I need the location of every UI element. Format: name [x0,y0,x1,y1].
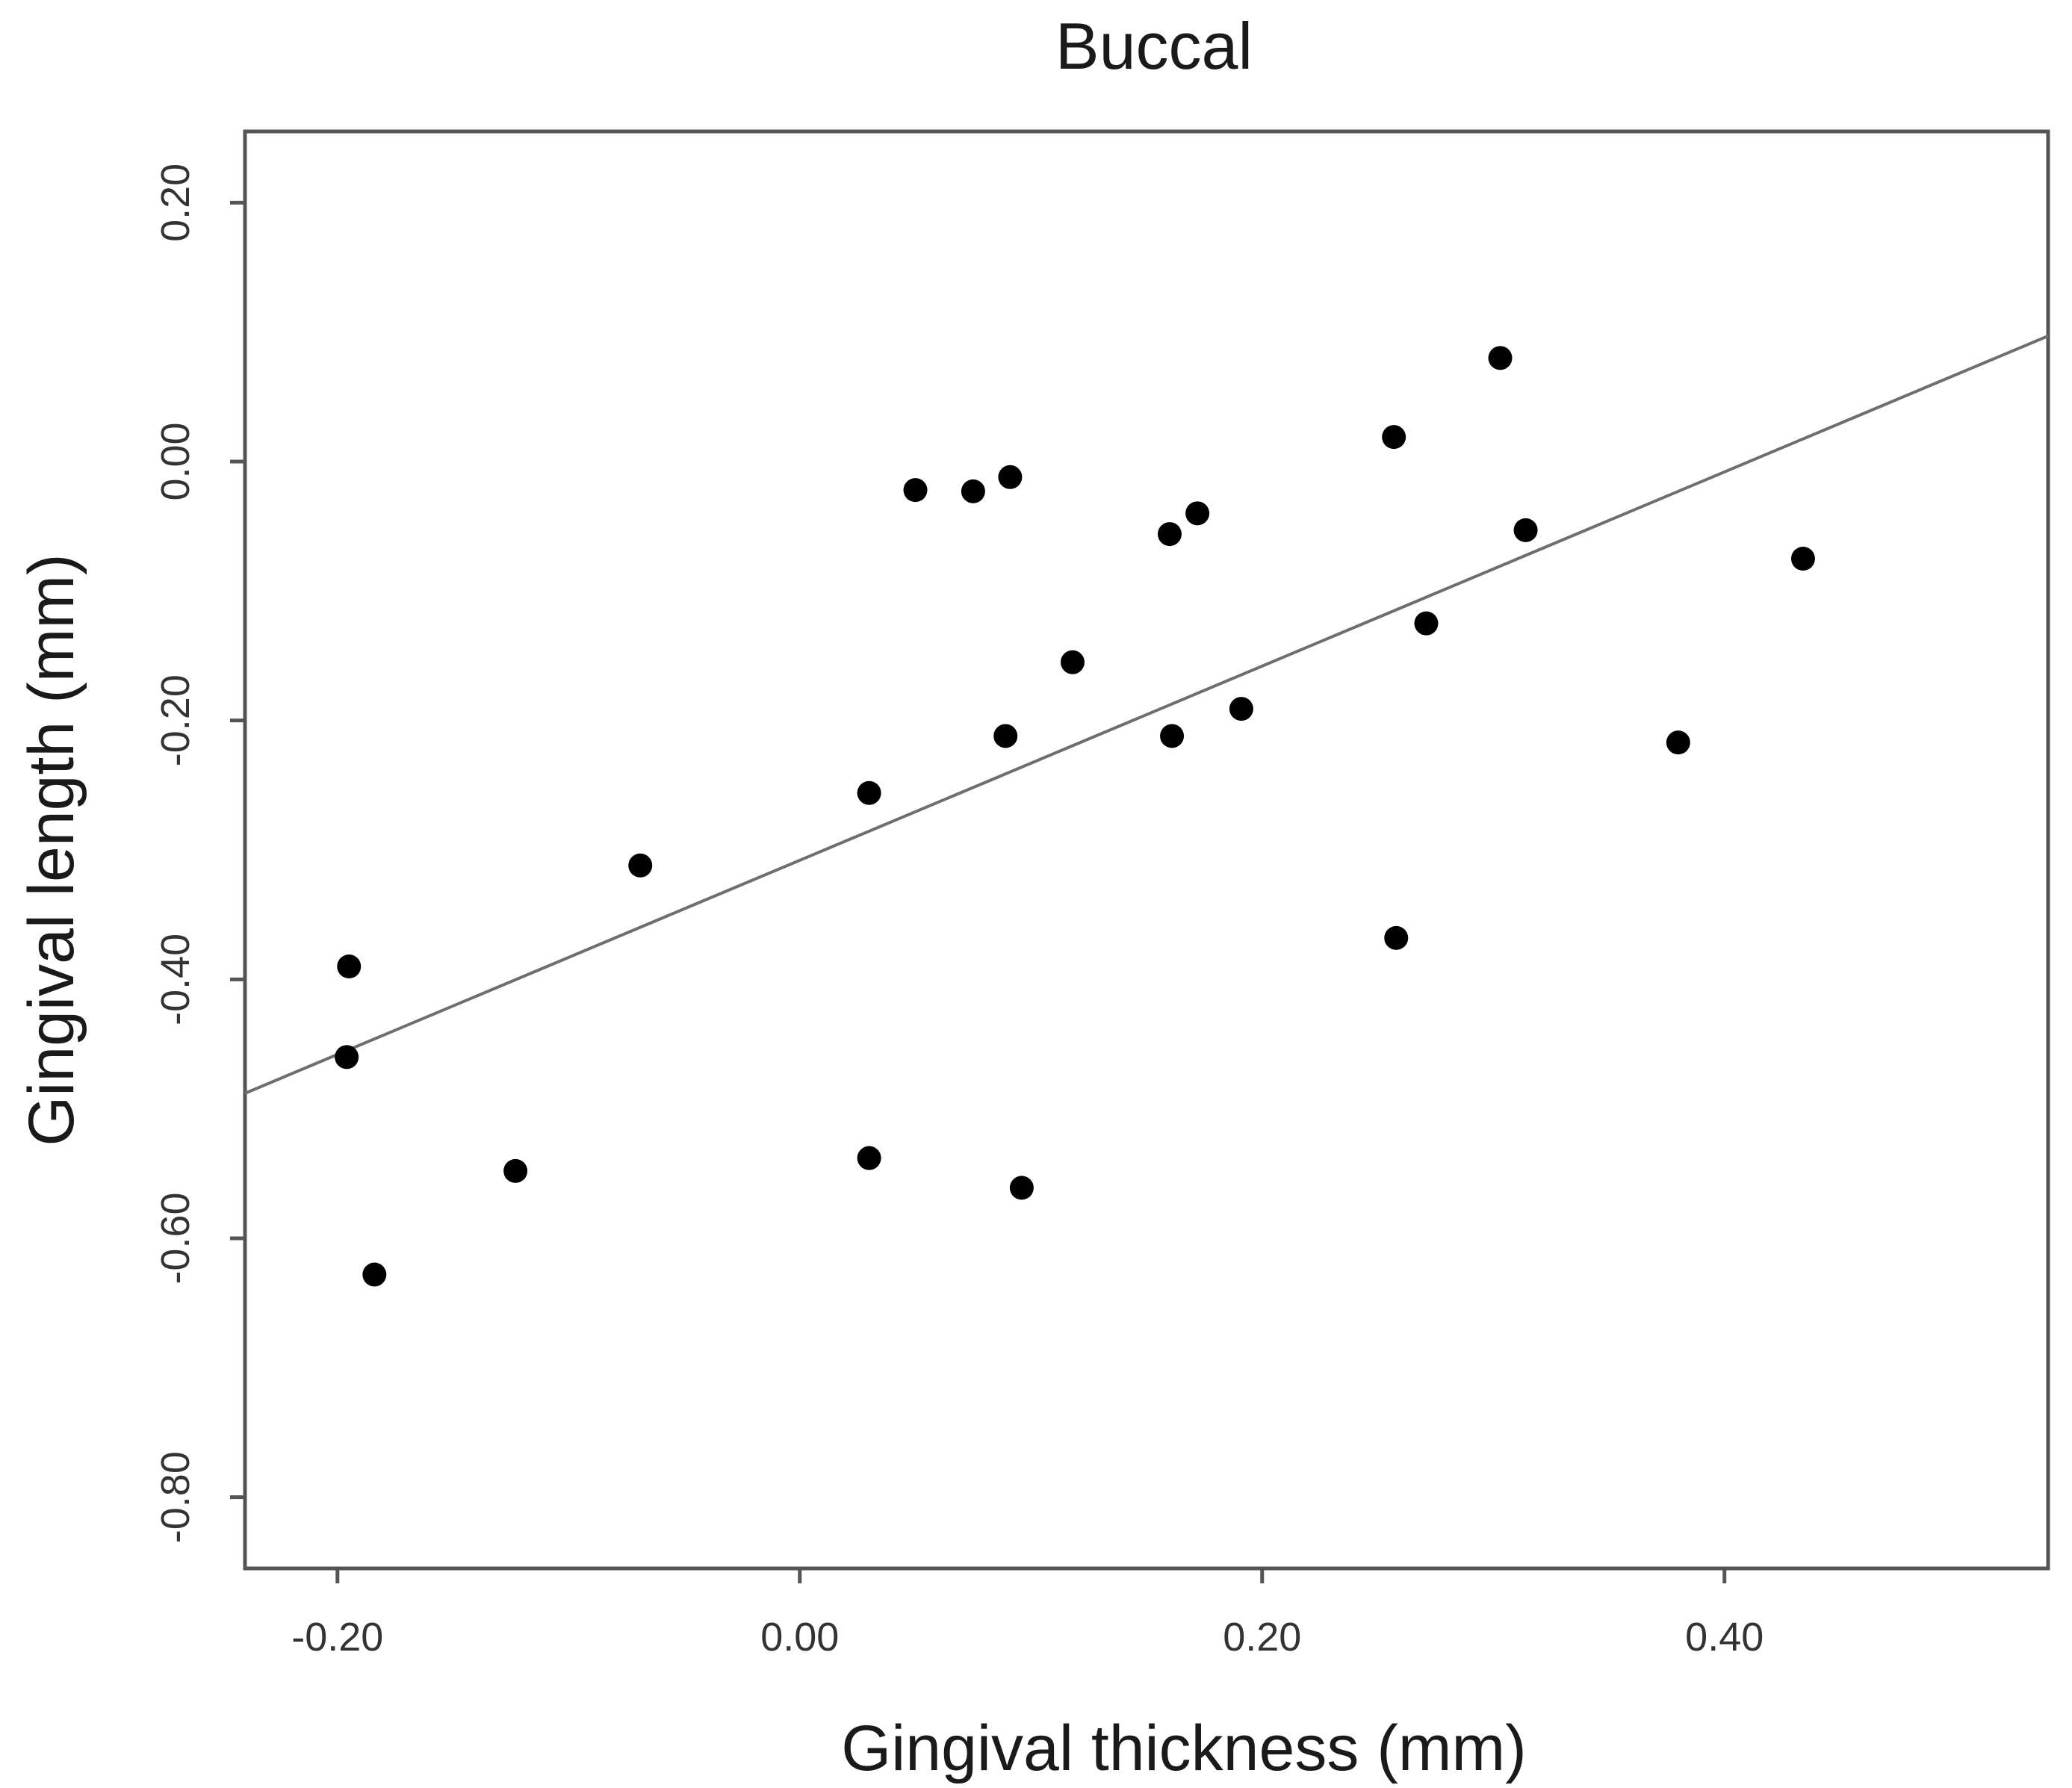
data-point [857,780,881,805]
y-tick-label: -0.60 [153,1192,198,1284]
y-tick-label: -0.20 [153,674,198,766]
data-point [335,1045,359,1070]
plot-frame [243,129,2050,1571]
data-point [628,853,653,878]
x-tick-label: -0.20 [291,1615,383,1660]
y-tick-label: -0.40 [153,934,198,1025]
data-point [1382,425,1406,450]
regression-line [244,335,2049,1095]
data-point [337,954,362,978]
x-tick-label: 0.00 [760,1615,839,1660]
data-point [362,1262,387,1287]
data-points [335,346,1815,1287]
y-axis-ticks: 0.20 0.00 -0.20 -0.40 -0.60 -0.80 [153,164,245,1543]
data-point [1384,925,1409,950]
data-point [1185,501,1210,526]
data-point [903,478,928,503]
data-point [1488,346,1513,370]
chart-title: Buccal [1055,9,1253,83]
data-point [1009,1176,1034,1200]
data-point [998,465,1023,489]
y-tick-label: -0.80 [153,1451,198,1543]
y-tick-label: 0.20 [153,164,198,242]
data-point [857,1146,881,1170]
data-point [1513,518,1538,542]
data-point [993,724,1018,748]
data-point [503,1158,528,1183]
data-point [1157,522,1182,547]
x-axis-ticks: -0.20 0.00 0.20 0.40 [291,1568,1764,1660]
data-point [1414,611,1439,636]
x-tick-label: 0.20 [1223,1615,1301,1660]
data-point [1229,697,1253,721]
data-point [1160,724,1185,748]
x-tick-label: 0.40 [1685,1615,1764,1660]
data-point [1790,547,1815,571]
y-tick-label: 0.00 [153,422,198,500]
data-point [1666,730,1690,755]
x-axis-label: Gingival thickness (mm) [841,1713,1527,1784]
y-axis-label: Gingival length (mm) [16,553,87,1146]
data-point [961,479,985,503]
data-point [1060,650,1085,674]
